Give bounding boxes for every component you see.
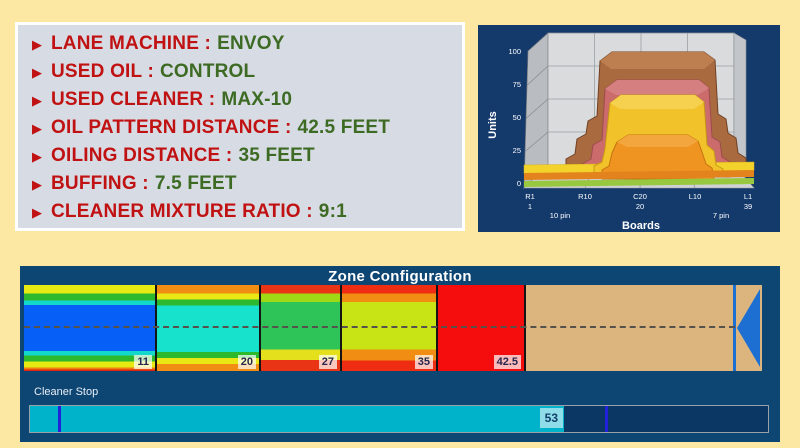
base-strip-orange xyxy=(524,170,754,180)
bullet-arrow-icon: ▶ xyxy=(32,64,42,80)
bullet-arrow-icon: ▶ xyxy=(32,176,42,192)
oil-layer-2-face xyxy=(605,80,709,95)
bullet-arrow-icon: ▶ xyxy=(32,120,42,136)
cleaner-stop-value: 53 xyxy=(539,408,563,428)
bullet-arrow-icon: ▶ xyxy=(32,204,42,220)
info-label: LANE MACHINE : xyxy=(51,33,212,54)
info-label: CLEANER MIXTURE RATIO : xyxy=(51,201,313,222)
info-value: 9:1 xyxy=(318,201,347,222)
zone-distance-label: 27 xyxy=(318,355,337,369)
y-axis-title: Units xyxy=(487,111,499,139)
info-row-lane-machine: ▶ LANE MACHINE : ENVOY xyxy=(32,30,462,58)
zone-configuration-panel: Zone Configuration 11 20 27 35 42.5 Cleaner … xyxy=(20,266,780,442)
x-board-39: 39 xyxy=(744,202,752,211)
info-value: ENVOY xyxy=(217,33,285,54)
zone-27[interactable]: 27 xyxy=(261,285,342,371)
cleaner-stop-marker[interactable] xyxy=(605,406,608,432)
zone-distance-label: 20 xyxy=(237,355,256,369)
cleaner-stop-marker[interactable] xyxy=(58,406,61,432)
info-value: 35 FEET xyxy=(238,145,315,166)
oil-layer-top-face xyxy=(600,52,715,69)
x-tick-R10: R10 xyxy=(578,192,592,201)
y-tick-0: 0 xyxy=(517,179,521,188)
info-row-used-oil: ▶ USED OIL : CONTROL xyxy=(32,58,462,86)
info-label: USED CLEANER : xyxy=(51,89,216,110)
info-row-used-cleaner: ▶ USED CLEANER : MAX-10 xyxy=(32,86,462,114)
bullet-arrow-icon: ▶ xyxy=(32,92,42,108)
info-value: CONTROL xyxy=(160,61,256,82)
info-label: OIL PATTERN DISTANCE : xyxy=(51,117,292,138)
info-value: 42.5 FEET xyxy=(297,117,391,138)
y-tick-75: 75 xyxy=(513,80,521,89)
x-tick-R1: R1 xyxy=(525,192,535,201)
left-arrow-icon xyxy=(737,289,760,367)
lane-end-arrow-box[interactable] xyxy=(736,285,762,371)
info-value: MAX-10 xyxy=(221,89,293,110)
info-row-oil-pattern-distance: ▶ OIL PATTERN DISTANCE : 42.5 FEET xyxy=(32,114,462,142)
info-value: 7.5 FEET xyxy=(154,173,237,194)
zone-strip: 11 20 27 35 42.5 xyxy=(24,285,762,371)
zone-35[interactable]: 35 xyxy=(342,285,438,371)
oil-pattern-3d-chart: Units 0 25 50 75 100 R1 R10 C20 L10 L1 1… xyxy=(478,25,780,232)
x-axis-title: Boards xyxy=(622,220,660,232)
bullet-arrow-icon: ▶ xyxy=(32,148,42,164)
info-row-oiling-distance: ▶ OILING DISTANCE : 35 FEET xyxy=(32,142,462,170)
cleaner-stop-fill: 53 xyxy=(30,406,564,432)
zone-11[interactable]: 11 xyxy=(24,285,157,371)
zone-configuration-title: Zone Configuration xyxy=(328,268,472,285)
info-label: USED OIL : xyxy=(51,61,154,82)
info-row-cleaner-mixture-ratio: ▶ CLEANER MIXTURE RATIO : 9:1 xyxy=(32,198,462,226)
zone-20[interactable]: 20 xyxy=(157,285,261,371)
x-board-20: 20 xyxy=(636,202,644,211)
info-label: BUFFING : xyxy=(51,173,149,194)
oil-layer-3-face xyxy=(610,95,704,109)
base-strip-green xyxy=(524,178,754,187)
y-tick-25: 25 xyxy=(513,146,521,155)
zone-distance-label: 11 xyxy=(134,355,152,369)
machine-info-panel: ▶ LANE MACHINE : ENVOY ▶ USED OIL : CONT… xyxy=(18,25,462,228)
bullet-arrow-icon: ▶ xyxy=(32,36,42,52)
label-10-pin: 10 pin xyxy=(550,211,570,220)
y-tick-100: 100 xyxy=(508,47,521,56)
left-wall-grid xyxy=(525,65,549,152)
zone-42.5[interactable]: 42.5 xyxy=(438,285,526,371)
x-board-1: 1 xyxy=(528,202,532,211)
cleaner-stop-label: Cleaner Stop xyxy=(34,386,99,398)
zone-lane-end[interactable] xyxy=(526,285,733,371)
info-label: OILING DISTANCE : xyxy=(51,145,233,166)
oil-layer-4-face xyxy=(617,135,698,147)
info-row-buffing: ▶ BUFFING : 7.5 FEET xyxy=(32,170,462,198)
zone-distance-label: 42.5 xyxy=(493,355,521,369)
zone-distance-label: 35 xyxy=(414,355,433,369)
x-tick-L1: L1 xyxy=(744,192,752,201)
label-7-pin: 7 pin xyxy=(713,211,729,220)
cleaner-stop-slider[interactable]: 53 xyxy=(29,405,769,433)
oil-pattern-3d-plot: Units 0 25 50 75 100 R1 R10 C20 L10 L1 1… xyxy=(487,32,755,232)
x-tick-L10: L10 xyxy=(689,192,702,201)
y-tick-50: 50 xyxy=(513,113,521,122)
lane-end-line xyxy=(733,285,736,371)
x-tick-C20: C20 xyxy=(633,192,647,201)
